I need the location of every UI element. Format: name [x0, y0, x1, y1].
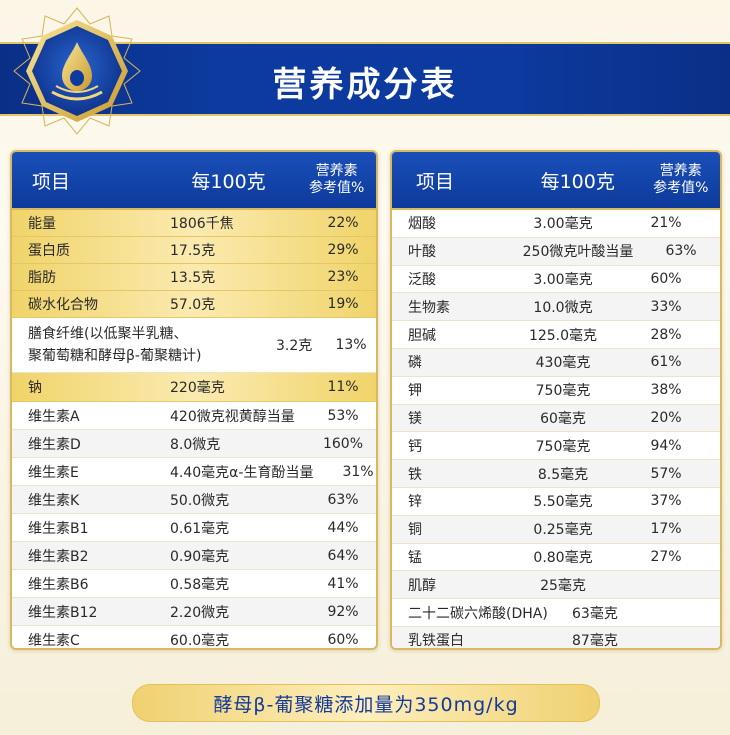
table-row: 泛酸 3.00毫克 60%: [392, 266, 720, 294]
table-row: 维生素E 4.40毫克α-生育酚当量 31%: [12, 458, 376, 486]
table-row: 维生素B2 0.90毫克 64%: [12, 542, 376, 570]
table-header: 项目 每100克 营养素 参考值%: [392, 152, 720, 210]
table-header: 项目 每100克 营养素 参考值%: [12, 152, 376, 210]
table-row: 碳水化合物 57.0克 19%: [12, 291, 376, 318]
table-row: 钙 750毫克 94%: [392, 432, 720, 461]
table-row: 钾 750毫克 38%: [392, 377, 720, 405]
page-title: 营养成分表: [272, 65, 458, 105]
table-row: 维生素K 50.0微克 63%: [12, 486, 376, 514]
table-row: 铁 8.5毫克 57%: [392, 460, 720, 488]
col-header-per100g: 每100克: [540, 170, 615, 193]
table-row: 烟酸 3.00毫克 21%: [392, 210, 720, 238]
table-row: 铜 0.25毫克 17%: [392, 515, 720, 544]
table-row: 锰 0.80毫克 27%: [392, 544, 720, 572]
droplet-emblem-icon: [13, 7, 141, 135]
table-row: 维生素B1 0.61毫克 44%: [12, 514, 376, 542]
table-row: 维生素B12 2.20微克 92%: [12, 598, 376, 626]
col-header-item: 项目: [416, 170, 455, 193]
table-row: 镁 60毫克 20%: [392, 404, 720, 433]
col-header-item: 项目: [32, 170, 71, 193]
table-row-fiber: 膳食纤维(以低聚半乳糖、 聚葡萄糖和酵母β-葡聚糖计) 3.2克 13%: [12, 318, 376, 373]
table-row: 生物素 10.0微克 33%: [392, 293, 720, 322]
col-header-nrv: 营养素 参考值%: [309, 163, 365, 196]
table-row: 能量 1806千焦 22%: [12, 210, 376, 237]
table-row: 脂肪 13.5克 23%: [12, 264, 376, 291]
col-header-nrv: 营养素 参考值%: [653, 163, 709, 196]
table-row: 蛋白质 17.5克 29%: [12, 237, 376, 264]
table-row: 维生素A 420微克视黄醇当量 53%: [12, 402, 376, 430]
table-row: 二十二碳六烯酸(DHA) 63毫克: [392, 599, 720, 627]
table-row: 锌 5.50毫克 37%: [392, 488, 720, 516]
left-nutrition-table: 项目 每100克 营养素 参考值% 能量 1806千焦 22% 蛋白质 17.5克 29…: [10, 150, 378, 650]
table-row: 肌醇 25毫克: [392, 571, 720, 600]
table-row: 维生素B6 0.58毫克 41%: [12, 570, 376, 598]
table-row-sodium: 钠 220毫克 11%: [12, 373, 376, 402]
table-row: 乳铁蛋白 87毫克: [392, 626, 720, 648]
table-row: 胆碱 125.0毫克 28%: [392, 321, 720, 349]
table-row: 叶酸 250微克叶酸当量 63%: [392, 237, 720, 266]
table-row: 维生素C 60.0毫克 60%: [28, 631, 359, 649]
col-header-per100g: 每100克: [191, 170, 266, 193]
beta-glucan-note: 酵母β-葡聚糖添加量为350mg/kg: [132, 684, 600, 722]
right-nutrition-table: 项目 每100克 营养素 参考值% 烟酸 3.00毫克 21% 叶酸 250微克叶酸当…: [390, 150, 722, 650]
table-row: 维生素D 8.0微克 160%: [12, 430, 376, 458]
table-row: 磷 430毫克 61%: [392, 348, 720, 377]
